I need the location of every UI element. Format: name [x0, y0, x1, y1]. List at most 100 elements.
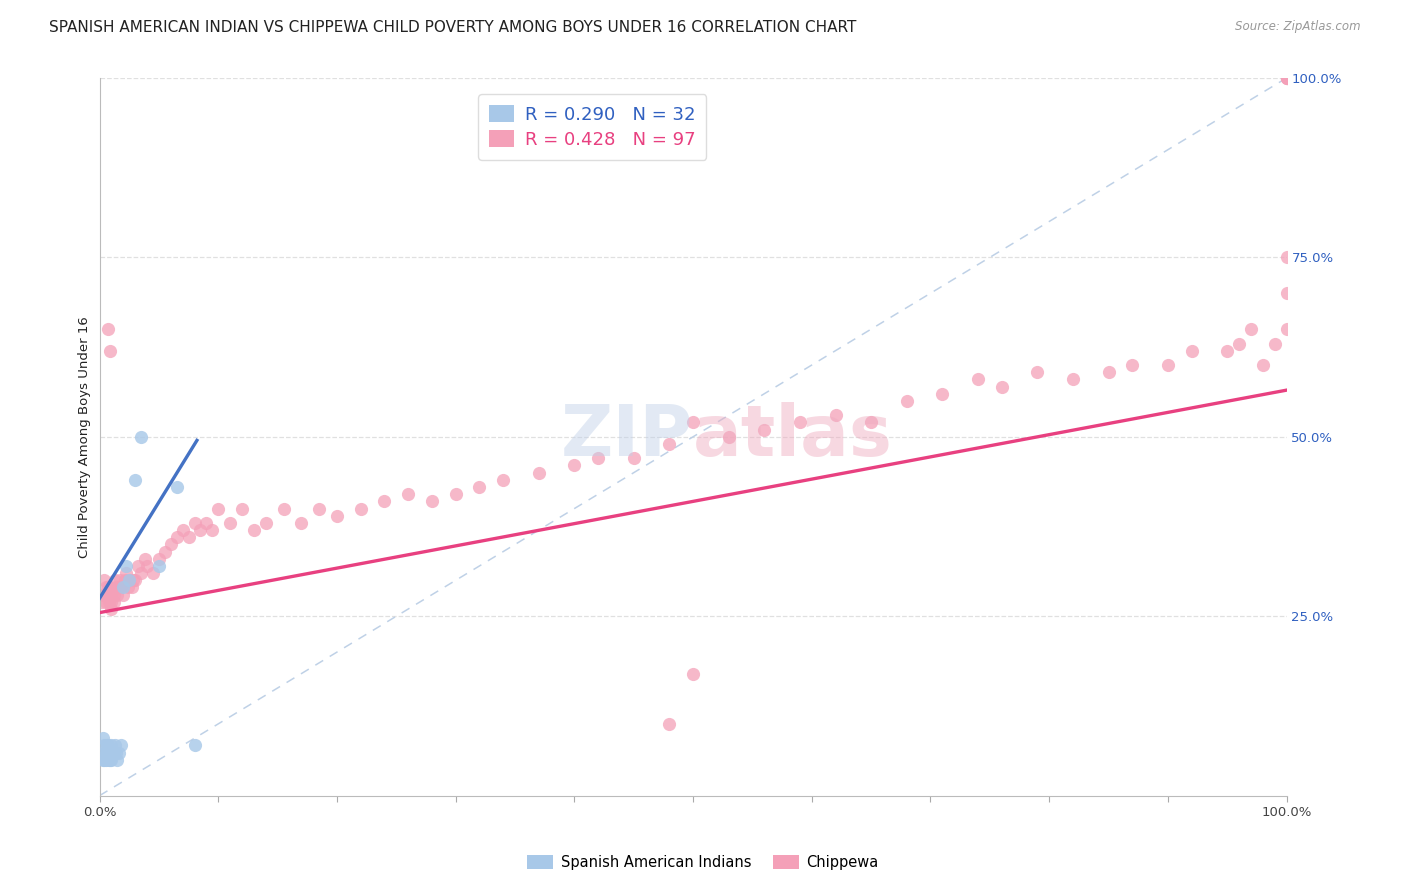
- Point: [93, 574, 115, 588]
- Point: [172, 523, 194, 537]
- Point: [148, 558, 170, 573]
- Point: [527, 466, 550, 480]
- Point: [195, 516, 218, 530]
- Point: [103, 595, 125, 609]
- Point: [492, 473, 515, 487]
- Text: Source: ZipAtlas.com: Source: ZipAtlas.com: [1236, 20, 1361, 33]
- Point: [1275, 251, 1298, 265]
- Point: [177, 530, 200, 544]
- Point: [127, 558, 149, 573]
- Point: [96, 588, 118, 602]
- Point: [93, 739, 115, 753]
- Point: [860, 416, 883, 430]
- Point: [112, 588, 135, 602]
- Point: [1275, 322, 1298, 336]
- Point: [103, 588, 125, 602]
- Point: [148, 551, 170, 566]
- Y-axis label: Child Poverty Among Boys Under 16: Child Poverty Among Boys Under 16: [79, 316, 91, 558]
- Point: [117, 581, 139, 595]
- Point: [93, 753, 115, 767]
- Point: [308, 501, 330, 516]
- Point: [1240, 322, 1263, 336]
- Point: [990, 379, 1012, 393]
- Point: [468, 480, 491, 494]
- Point: [98, 753, 121, 767]
- Point: [373, 494, 395, 508]
- Point: [118, 574, 141, 588]
- Point: [190, 523, 212, 537]
- Point: [326, 508, 349, 523]
- Point: [107, 581, 129, 595]
- Point: [931, 386, 953, 401]
- Point: [98, 588, 121, 602]
- Point: [97, 581, 120, 595]
- Point: [1216, 343, 1239, 358]
- Point: [1275, 70, 1298, 85]
- Point: [207, 501, 229, 516]
- Point: [91, 746, 114, 760]
- Point: [100, 602, 122, 616]
- Point: [96, 746, 118, 760]
- Text: ZIP: ZIP: [561, 402, 693, 471]
- Point: [420, 494, 443, 508]
- Point: [124, 473, 146, 487]
- Point: [134, 551, 156, 566]
- Point: [104, 574, 127, 588]
- Point: [94, 746, 117, 760]
- Point: [1275, 70, 1298, 85]
- Point: [231, 501, 253, 516]
- Point: [658, 716, 681, 731]
- Point: [183, 739, 205, 753]
- Point: [100, 588, 122, 602]
- Point: [129, 430, 152, 444]
- Point: [396, 487, 419, 501]
- Point: [107, 753, 129, 767]
- Point: [754, 423, 776, 437]
- Point: [183, 516, 205, 530]
- Point: [586, 451, 609, 466]
- Point: [243, 523, 266, 537]
- Point: [290, 516, 312, 530]
- Point: [1275, 70, 1298, 85]
- Point: [108, 574, 131, 588]
- Point: [121, 574, 143, 588]
- Point: [1157, 358, 1180, 372]
- Point: [100, 753, 122, 767]
- Point: [94, 581, 117, 595]
- Point: [97, 739, 120, 753]
- Point: [219, 516, 242, 530]
- Point: [564, 458, 586, 473]
- Point: [114, 574, 136, 588]
- Point: [1026, 365, 1049, 379]
- Point: [896, 393, 918, 408]
- Point: [1264, 336, 1286, 351]
- Point: [1275, 286, 1298, 301]
- Point: [100, 739, 122, 753]
- Point: [717, 430, 740, 444]
- Point: [98, 746, 121, 760]
- Point: [100, 595, 122, 609]
- Point: [91, 731, 114, 746]
- Point: [254, 516, 277, 530]
- Point: [121, 581, 143, 595]
- Point: [91, 595, 114, 609]
- Text: atlas: atlas: [693, 402, 893, 471]
- Point: [98, 595, 121, 609]
- Point: [1097, 365, 1119, 379]
- Point: [682, 416, 704, 430]
- Point: [104, 739, 127, 753]
- Text: SPANISH AMERICAN INDIAN VS CHIPPEWA CHILD POVERTY AMONG BOYS UNDER 16 CORRELATIO: SPANISH AMERICAN INDIAN VS CHIPPEWA CHIL…: [49, 20, 856, 35]
- Point: [98, 753, 121, 767]
- Point: [159, 537, 181, 551]
- Point: [100, 746, 122, 760]
- Point: [142, 566, 165, 581]
- Point: [98, 746, 121, 760]
- Point: [136, 558, 159, 573]
- Point: [124, 574, 146, 588]
- Point: [153, 544, 176, 558]
- Point: [273, 501, 295, 516]
- Point: [110, 581, 132, 595]
- Point: [789, 416, 811, 430]
- Point: [1251, 358, 1274, 372]
- Point: [201, 523, 224, 537]
